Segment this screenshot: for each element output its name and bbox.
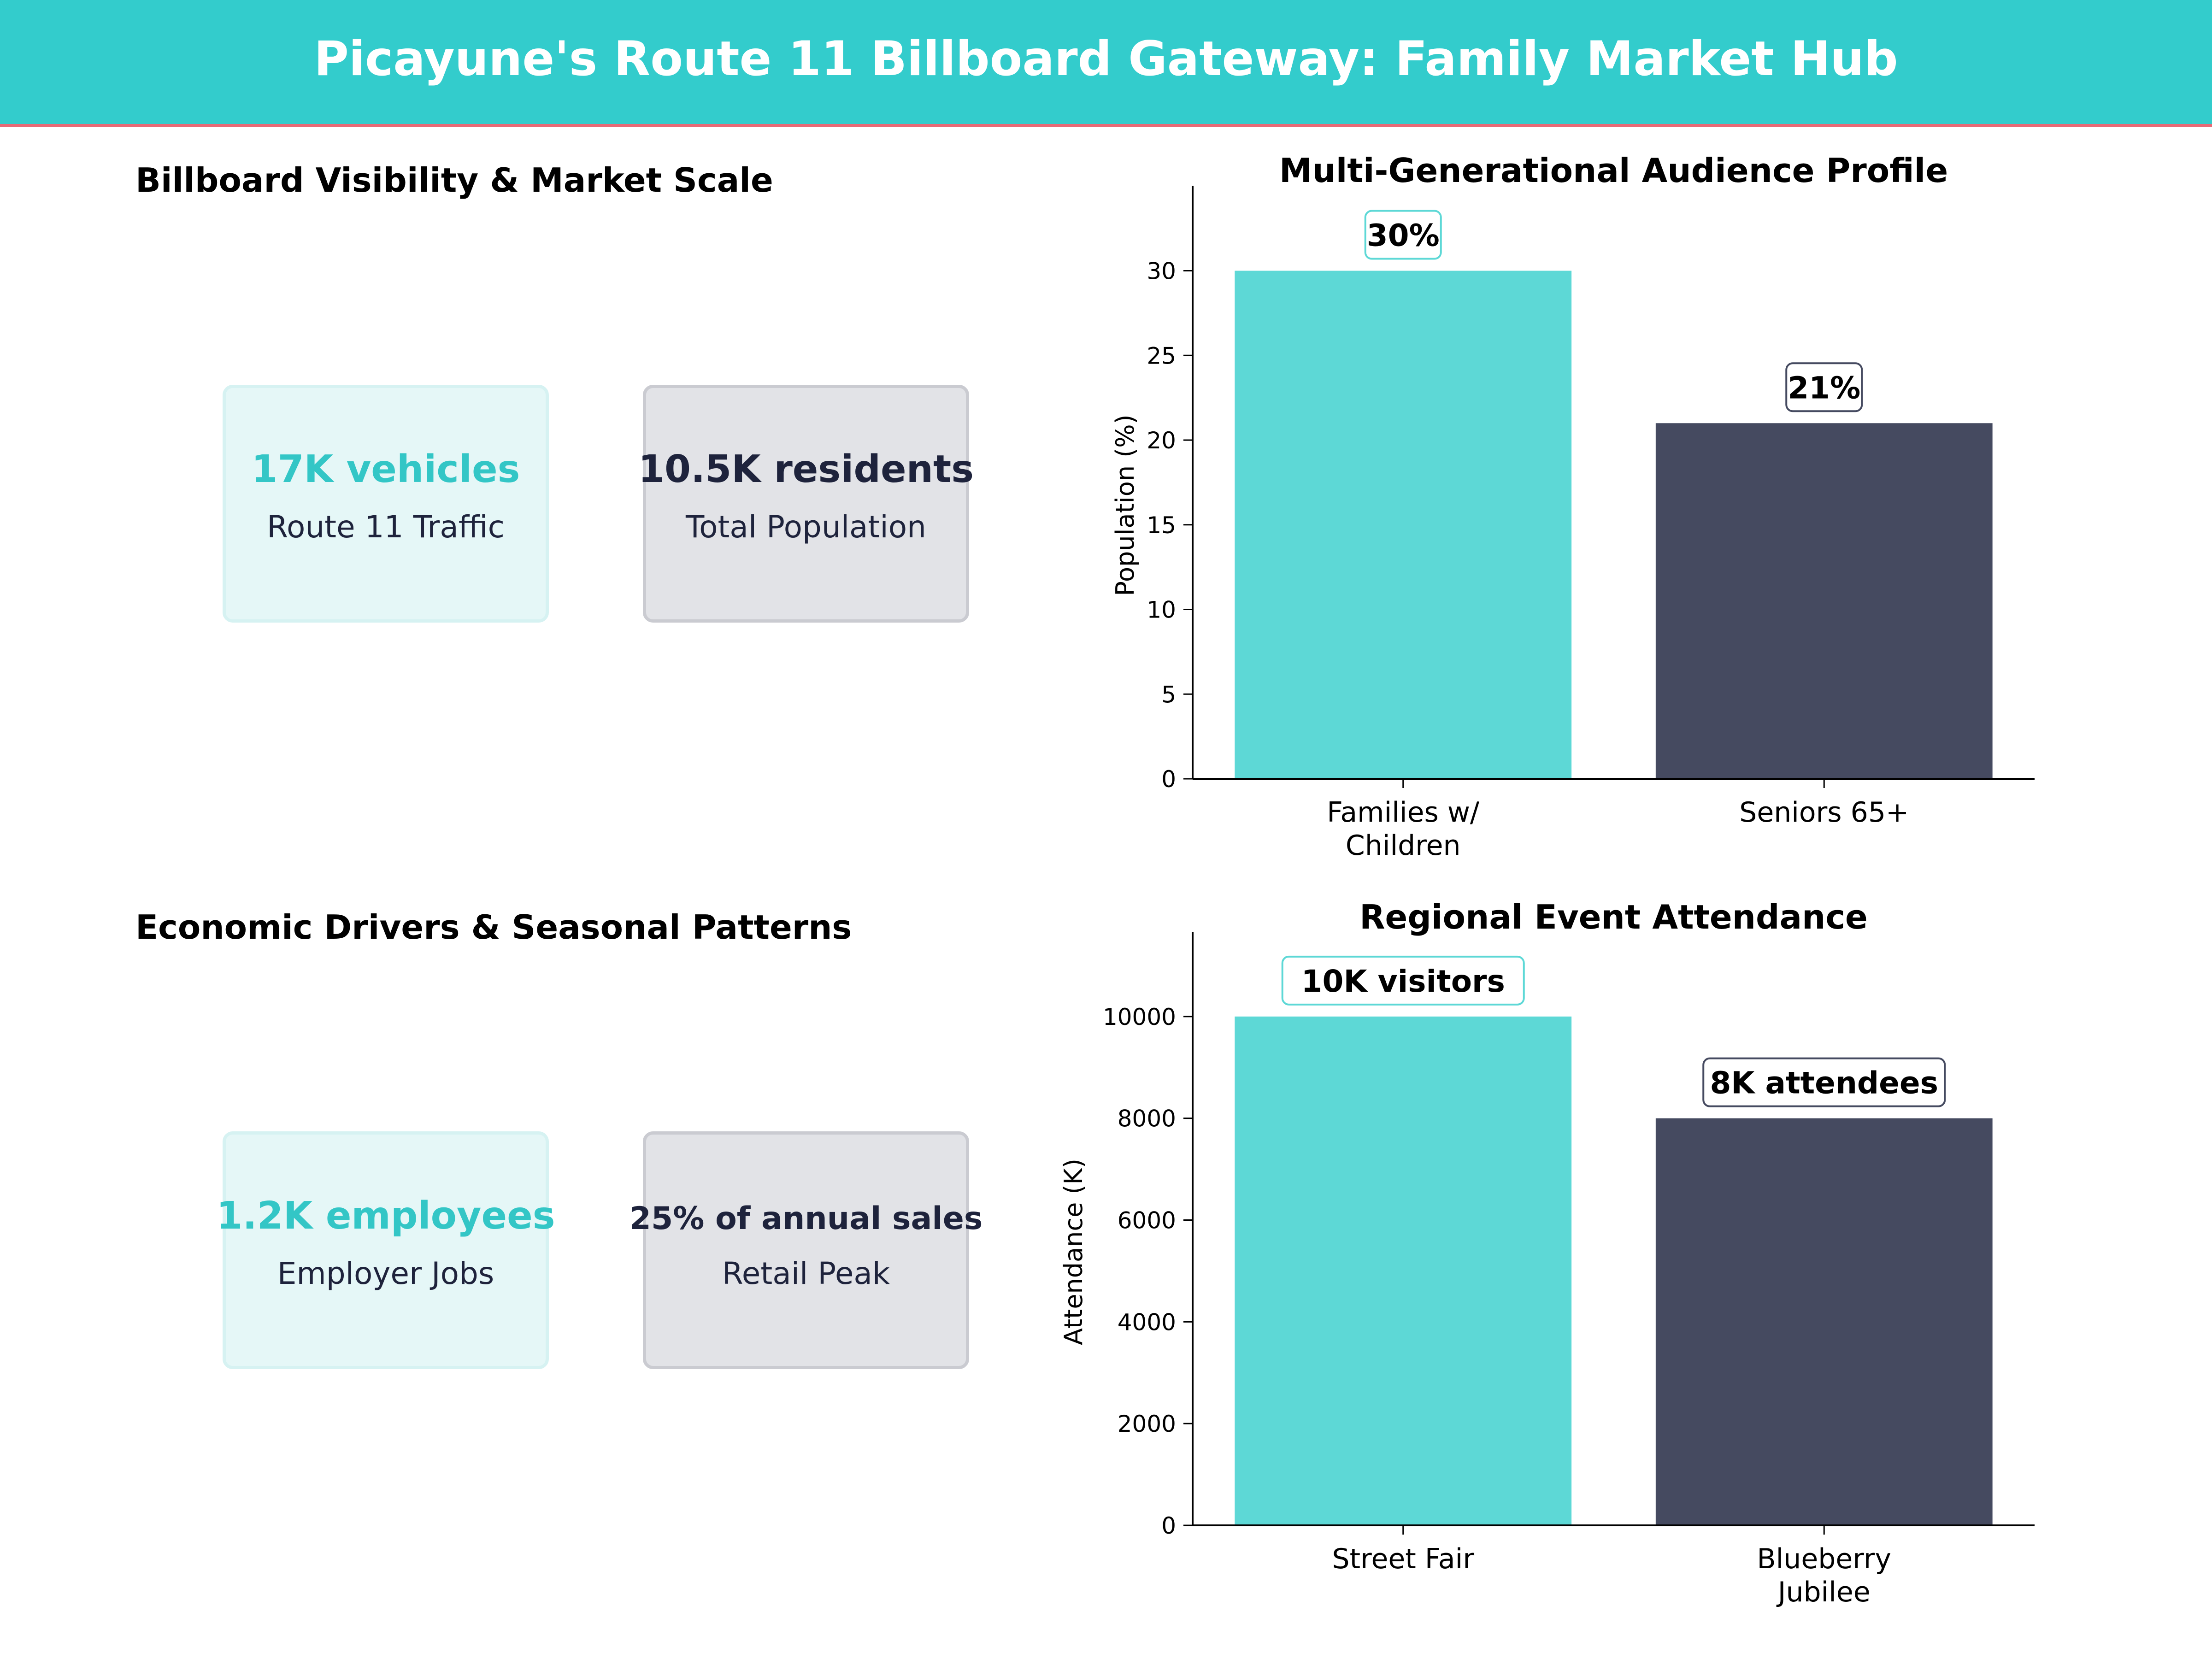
jobs-kpi-value: 1.2K employees <box>216 1194 555 1238</box>
jobs-kpi-card: 1.2K employees Employer Jobs <box>216 1131 555 1369</box>
audience-data-label-1: 21% <box>1788 370 1860 406</box>
audience-profile-chart: Multi-Generational Audience Profile 0 5 10 1… <box>1111 151 2035 862</box>
audience-ytick-label-0: 0 <box>1161 766 1176 793</box>
attendance-ytick-label-3: 6000 <box>1118 1207 1176 1234</box>
attendance-category-label-0: Street Fair <box>1332 1543 1475 1575</box>
attendance-bar-0 <box>1235 1016 1572 1525</box>
event-attendance-chart: Regional Event Attendance 0 2000 4000 6000 80… <box>1059 898 2035 1608</box>
attendance-data-label-0: 10K visitors <box>1301 964 1505 999</box>
audience-ytick-label-6: 30 <box>1147 258 1176 285</box>
header-banner: Picayune's Route 11 Billboard Gateway: F… <box>0 0 2212 127</box>
attendance-ytick-label-4: 8000 <box>1118 1106 1176 1132</box>
audience-ytick-label-1: 5 <box>1161 681 1176 708</box>
attendance-chart-title: Regional Event Attendance <box>1359 898 1868 936</box>
visibility-panel-title: Billboard Visibility & Market Scale <box>135 161 773 200</box>
attendance-ytick-label-2: 4000 <box>1118 1309 1176 1335</box>
audience-ytick-label-3: 15 <box>1147 512 1176 539</box>
traffic-kpi-card: 17K vehicles Route 11 Traffic <box>223 385 549 623</box>
population-kpi-card: 10.5K residents Total Population <box>638 385 974 623</box>
attendance-data-label-1: 8K attendees <box>1710 1065 1938 1101</box>
audience-chart-title: Multi-Generational Audience Profile <box>1279 151 1948 190</box>
audience-data-label-box-1 <box>1785 362 1863 412</box>
retail-peak-kpi-value: 25% of annual sales <box>629 1200 983 1237</box>
attendance-ytick-label-1: 2000 <box>1118 1411 1176 1437</box>
attendance-category-label-1-0: Blueberry <box>1757 1543 1891 1575</box>
attendance-ytick-label-0: 0 <box>1161 1512 1176 1539</box>
jobs-kpi-label: Employer Jobs <box>277 1256 494 1291</box>
traffic-kpi-value: 17K vehicles <box>251 447 520 491</box>
attendance-ytick-label-5: 10000 <box>1103 1004 1176 1030</box>
population-kpi-value: 10.5K residents <box>638 447 974 491</box>
attendance-category-label-1-1: Jubilee <box>1776 1576 1871 1608</box>
retail-peak-kpi-label: Retail Peak <box>722 1256 890 1291</box>
audience-category-label-1: Seniors 65+ <box>1739 796 1909 829</box>
audience-category-label-0-1: Children <box>1346 830 1461 862</box>
audience-category-label-0-0: Families w/ <box>1327 796 1480 829</box>
attendance-bar-1 <box>1655 1118 1993 1525</box>
economic-panel-title: Economic Drivers & Seasonal Patterns <box>135 908 852 947</box>
audience-y-axis-label: Population (%) <box>1111 414 1140 596</box>
audience-data-label-box-0 <box>1364 210 1442 260</box>
traffic-kpi-label: Route 11 Traffic <box>267 509 505 545</box>
audience-bar-0 <box>1235 271 1572 779</box>
dashboard-title: Picayune's Route 11 Billboard Gateway: F… <box>314 31 1898 87</box>
attendance-y-axis-label: Attendance (K) <box>1059 1159 1088 1345</box>
audience-ytick-label-2: 10 <box>1147 597 1176 624</box>
audience-bar-1 <box>1655 423 1993 779</box>
retail-peak-kpi-card: 25% of annual sales Retail Peak <box>629 1131 982 1369</box>
attendance-data-label-box-0 <box>1281 955 1525 1006</box>
population-kpi-label: Total Population <box>686 509 926 545</box>
audience-ytick-label-5: 25 <box>1147 342 1176 369</box>
attendance-data-label-box-1 <box>1702 1057 1946 1107</box>
audience-ytick-label-4: 20 <box>1147 427 1176 454</box>
audience-data-label-0: 30% <box>1367 218 1440 253</box>
